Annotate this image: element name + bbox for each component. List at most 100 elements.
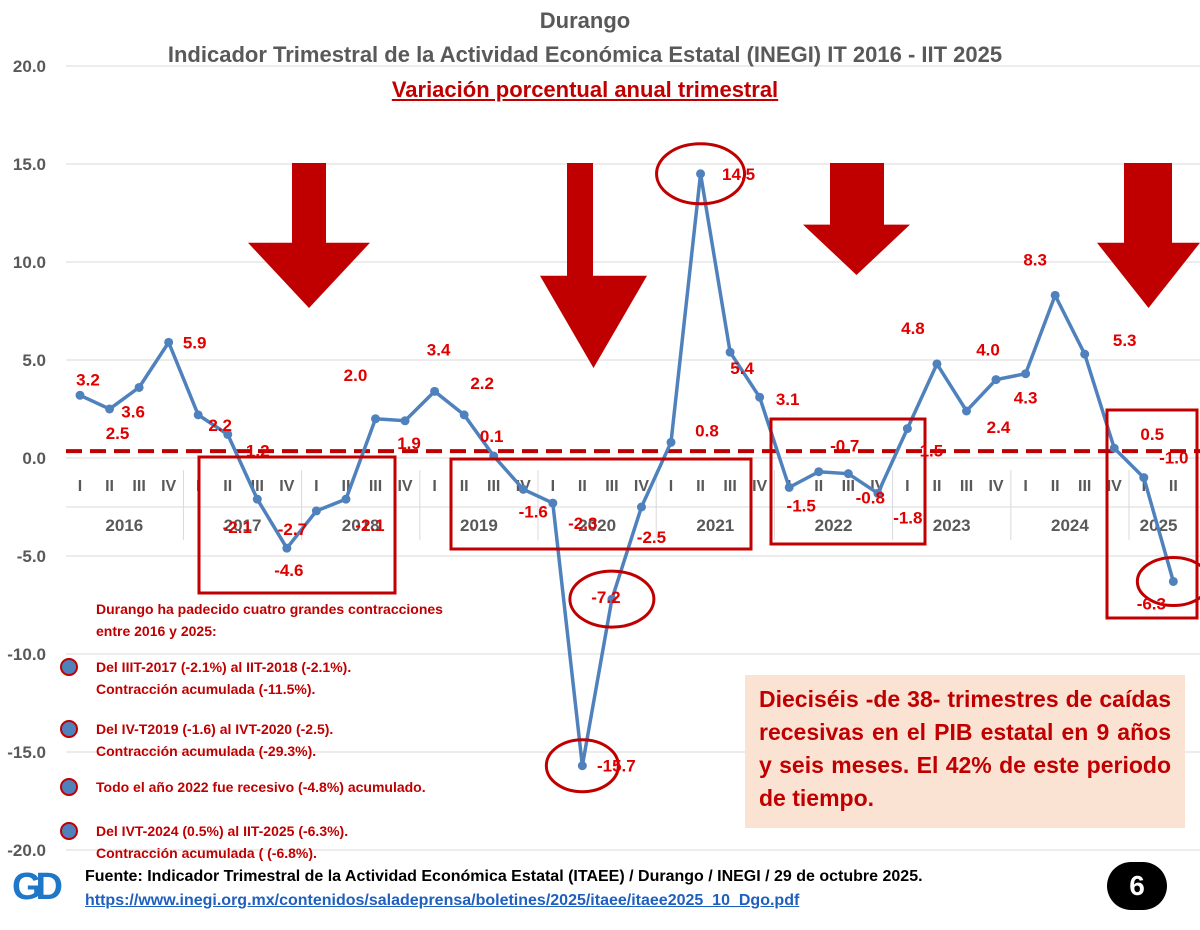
data-point <box>666 437 676 447</box>
data-label: 3.1 <box>776 390 800 409</box>
x-quarter-label: I <box>905 478 909 495</box>
highlight-box <box>197 455 397 595</box>
data-label: 0.8 <box>695 421 719 440</box>
x-quarter-label: IV <box>752 478 767 495</box>
x-quarter-label: I <box>1142 478 1146 495</box>
data-point <box>1021 369 1031 379</box>
x-year-label: 2020 <box>578 516 616 535</box>
down-arrow-icon <box>540 163 647 368</box>
data-point <box>518 484 528 494</box>
x-quarter-label: II <box>105 478 114 495</box>
data-point <box>696 169 706 179</box>
highlight-box <box>769 417 927 546</box>
data-point <box>755 392 765 402</box>
highlight-ellipse <box>568 569 656 629</box>
chart-title: Durango <box>539 8 631 33</box>
data-point <box>784 482 794 492</box>
y-tick-label: -5.0 <box>17 547 46 566</box>
data-label: -7.2 <box>591 588 620 607</box>
x-quarter-label: II <box>1169 478 1178 495</box>
data-point <box>814 467 824 477</box>
data-label: -2.7 <box>278 520 307 539</box>
x-quarter-label: III <box>723 478 736 495</box>
x-year-label: 2017 <box>224 516 262 535</box>
data-point <box>75 390 85 400</box>
x-quarter-label: III <box>369 478 382 495</box>
x-quarter-label: I <box>78 478 82 495</box>
data-point <box>932 359 942 369</box>
data-point <box>1139 473 1149 483</box>
data-label: -2.5 <box>637 528 666 547</box>
x-quarter-label: II <box>460 478 469 495</box>
data-point <box>1050 290 1060 300</box>
data-point <box>636 502 646 512</box>
highlight-box <box>1105 408 1199 620</box>
data-point <box>459 410 469 420</box>
x-year-label: 2021 <box>696 516 734 535</box>
data-point <box>105 404 115 414</box>
x-year-label: 2024 <box>1051 516 1089 535</box>
x-quarter-label: III <box>605 478 618 495</box>
data-label: 3.4 <box>427 340 451 359</box>
data-point <box>134 382 144 392</box>
data-label: -0.8 <box>856 489 885 508</box>
x-year-label: 2016 <box>105 516 143 535</box>
notes-intro: Durango ha padecido cuatro grandes contr… <box>96 601 443 639</box>
data-label: -0.7 <box>830 437 859 456</box>
data-label: -4.6 <box>274 561 303 580</box>
note-line: Contracción acumulada (-11.5%). <box>96 681 316 697</box>
chart-subtitle: Indicador Trimestral de la Actividad Eco… <box>167 42 1003 67</box>
bullet-dot-icon <box>60 658 78 676</box>
y-tick-label: -15.0 <box>7 743 46 762</box>
x-quarter-label: II <box>1051 478 1060 495</box>
y-tick-label: -20.0 <box>7 841 46 860</box>
data-point <box>725 347 735 357</box>
x-quarter-label: I <box>432 478 436 495</box>
highlight-boxes <box>197 142 1200 794</box>
data-labels: 3.2 2.5 3.6 5.9 2.2 1.2 -2.1 -4.6 -2.7 -2.1 2.0 1.9… <box>76 165 1188 776</box>
data-label: 2.2 <box>208 416 232 435</box>
data-point <box>843 469 853 479</box>
x-quarter-label: I <box>1023 478 1027 495</box>
y-tick-label: 5.0 <box>22 351 46 370</box>
data-point <box>1168 576 1178 586</box>
y-tick-label: 10.0 <box>13 253 46 272</box>
data-point <box>193 410 203 420</box>
y-tick-label: -10.0 <box>7 645 46 664</box>
data-label: 1.2 <box>246 441 270 460</box>
data-label: -2.3 <box>568 514 597 533</box>
bullet-dot-icon <box>60 778 78 796</box>
data-label: -2.1 <box>355 516 384 535</box>
data-point <box>607 594 617 604</box>
highlight-ellipse <box>544 738 620 794</box>
data-label: -1.0 <box>1159 449 1188 468</box>
data-point <box>1080 349 1090 359</box>
source-link[interactable]: https://www.inegi.org.mx/contenidos/sala… <box>85 892 800 909</box>
x-axis-labels: IIIIIIIVIIIIIIIVIIIIIIIVIIIIIIIVIIIIIIIV… <box>66 470 1200 540</box>
data-label: 1.9 <box>397 434 421 453</box>
note-line: Del IIIT-2017 (-2.1%) al IIT-2018 (-2.1%… <box>96 659 352 675</box>
data-point <box>311 506 321 516</box>
x-quarter-label: IV <box>397 478 412 495</box>
data-label: 2.0 <box>344 366 368 385</box>
x-quarter-label: IV <box>988 478 1003 495</box>
x-quarter-label: IV <box>634 478 649 495</box>
data-label: 3.2 <box>76 370 100 389</box>
x-quarter-label: II <box>814 478 823 495</box>
note-line: Contracción acumulada ( (-6.8%). <box>96 845 317 861</box>
x-quarter-label: IV <box>161 478 176 495</box>
data-label: 4.0 <box>976 341 1000 360</box>
x-quarter-label: I <box>669 478 673 495</box>
x-year-label: 2019 <box>460 516 498 535</box>
data-point <box>577 761 587 771</box>
data-label: 0.1 <box>480 427 504 446</box>
x-quarter-label: II <box>342 478 351 495</box>
x-year-label: 2022 <box>815 516 853 535</box>
y-tick-label: 15.0 <box>13 155 46 174</box>
data-label: -6.3 <box>1137 594 1166 613</box>
data-label: 4.8 <box>901 319 925 338</box>
down-arrow-icon <box>1097 163 1200 308</box>
data-label: 5.9 <box>183 333 207 352</box>
data-label: -15.7 <box>597 757 636 776</box>
